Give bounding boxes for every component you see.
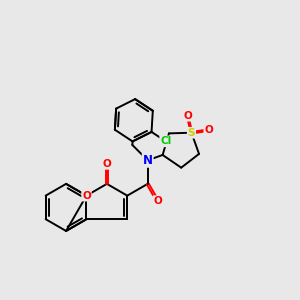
Text: N: N xyxy=(143,154,153,167)
Text: S: S xyxy=(188,128,195,138)
Text: O: O xyxy=(82,190,91,201)
Text: Cl: Cl xyxy=(160,136,171,146)
Text: O: O xyxy=(183,111,192,121)
Text: O: O xyxy=(103,159,111,169)
Text: O: O xyxy=(153,196,162,206)
Text: O: O xyxy=(204,125,213,135)
